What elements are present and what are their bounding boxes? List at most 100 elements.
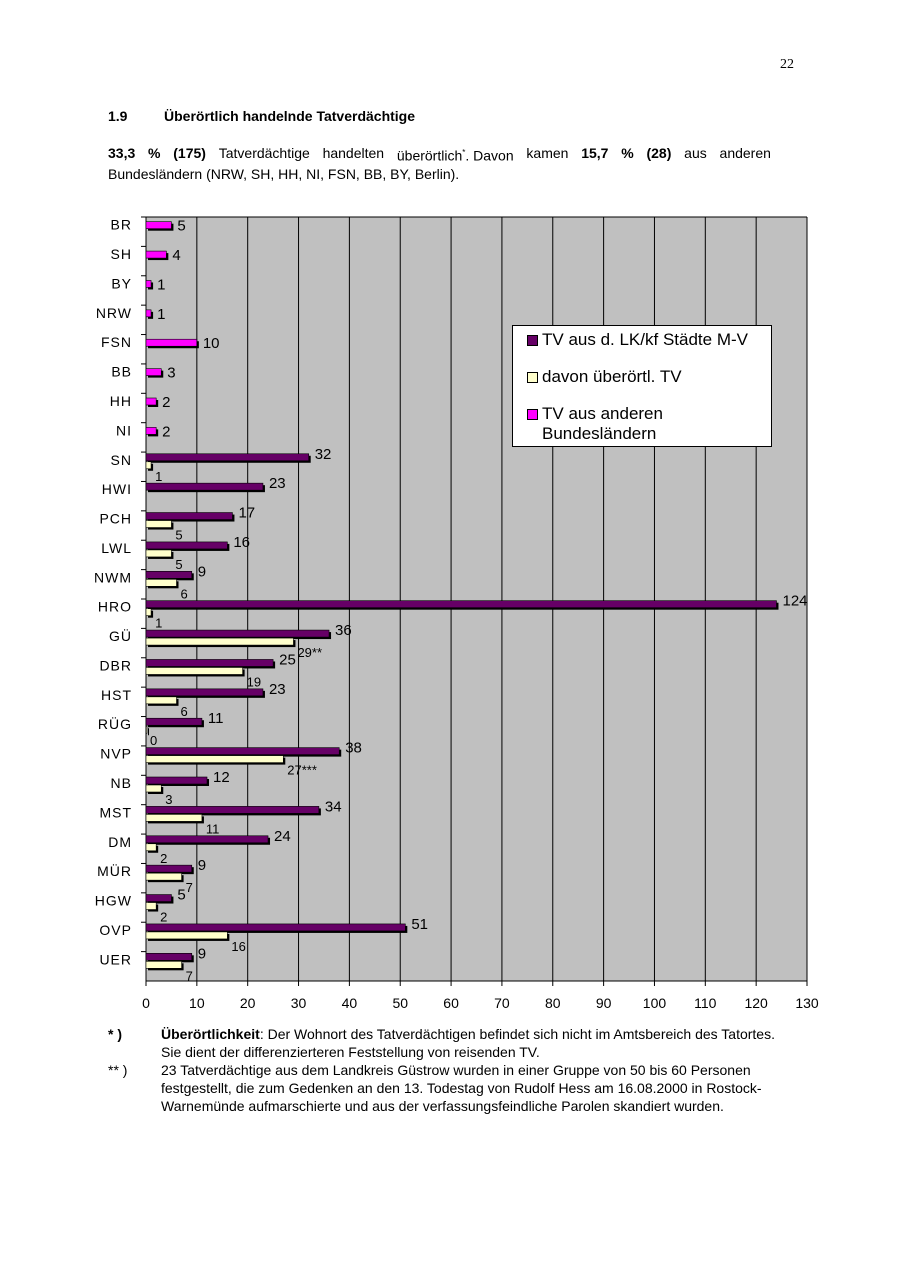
data-label-andere: 4 bbox=[172, 247, 180, 264]
x-tick-label: 110 bbox=[694, 995, 717, 1011]
legend-swatch-ueber bbox=[527, 372, 538, 383]
intro-count2: (28) bbox=[646, 145, 672, 161]
bar-ueber bbox=[145, 520, 172, 528]
footnote-2: ** ) 23 Tatverdächtige aus dem Landkreis… bbox=[108, 1061, 788, 1115]
category-label: OVP bbox=[99, 922, 132, 938]
x-tick-label: 50 bbox=[392, 995, 408, 1011]
data-label-ueber: 0 bbox=[150, 733, 157, 748]
intro-pct-sign1: % bbox=[148, 145, 161, 161]
data-label-lk: 17 bbox=[238, 505, 255, 522]
x-tick-label: 130 bbox=[795, 995, 819, 1011]
intro-word: aus bbox=[684, 145, 707, 161]
category-label: NWM bbox=[94, 569, 132, 585]
category-label: SH bbox=[111, 246, 132, 262]
intro-pct2: 15,7 bbox=[581, 145, 609, 161]
data-label-lk: 36 bbox=[335, 622, 352, 639]
category-label: UER bbox=[99, 951, 132, 967]
section-title: Überörtlich handelnde Tatverdächtige bbox=[164, 108, 416, 124]
category-label: HH bbox=[110, 393, 132, 409]
bar-lk bbox=[145, 482, 264, 491]
footnote-bold: Überörtlichkeit bbox=[161, 1026, 260, 1042]
intro-word: anderen bbox=[719, 145, 771, 161]
footnote-mark: ** ) bbox=[108, 1062, 128, 1078]
x-tick-label: 30 bbox=[291, 995, 307, 1011]
data-label-ueber: 7 bbox=[186, 968, 193, 983]
data-label-ueber: 6 bbox=[181, 704, 188, 719]
category-label: BB bbox=[111, 364, 132, 380]
legend-item-ueber: davon überörtl. TV bbox=[527, 367, 682, 387]
data-label-andere: 3 bbox=[167, 365, 175, 382]
bar-ueber bbox=[145, 902, 157, 910]
data-label-lk: 124 bbox=[782, 593, 807, 610]
data-label-ueber: 29** bbox=[297, 645, 322, 660]
category-label: BR bbox=[111, 217, 132, 233]
data-label-ueber: 7 bbox=[186, 880, 193, 895]
data-label-lk: 34 bbox=[325, 798, 342, 815]
intro-word: . Davon bbox=[465, 147, 514, 164]
category-label: LWL bbox=[101, 540, 132, 556]
data-label-lk: 23 bbox=[269, 475, 286, 492]
intro-word: kamen bbox=[526, 145, 569, 161]
bar-ueber bbox=[145, 814, 203, 822]
category-label: MÜR bbox=[97, 862, 132, 879]
bar-andere bbox=[145, 309, 152, 318]
bar-ueber bbox=[145, 784, 162, 793]
intro-count1: (175) bbox=[173, 145, 206, 161]
data-label-lk: 38 bbox=[345, 740, 362, 757]
category-label: HRO bbox=[98, 599, 132, 615]
intro-pct-sign2: % bbox=[621, 145, 634, 161]
bar-ueber bbox=[145, 461, 152, 470]
intro-pct1: 33,3 bbox=[108, 145, 136, 161]
bar-lk bbox=[145, 894, 172, 902]
category-label: RÜG bbox=[98, 715, 132, 732]
legend-item-lk: TV aus d. LK/kf Städte M-V bbox=[527, 330, 748, 350]
legend-item-andere: TV aus anderen Bundesländern bbox=[527, 404, 663, 444]
footnote-star: * bbox=[462, 148, 466, 157]
data-label-ueber: 1 bbox=[155, 469, 162, 484]
x-tick-label: 120 bbox=[744, 995, 768, 1011]
bar-andere bbox=[145, 221, 172, 229]
category-label: FSN bbox=[101, 334, 132, 350]
category-label: HST bbox=[101, 687, 132, 703]
data-label-lk: 24 bbox=[274, 828, 291, 845]
category-label: HWI bbox=[102, 481, 132, 497]
category-label: GÜ bbox=[109, 627, 132, 644]
bar-ueber bbox=[145, 608, 152, 616]
data-label-ueber: 2 bbox=[160, 851, 167, 866]
data-label-lk: 16 bbox=[233, 534, 250, 551]
data-label-ueber: 3 bbox=[165, 792, 172, 807]
x-tick-label: 60 bbox=[443, 995, 459, 1011]
footnote-text: 23 Tatverdächtige aus dem Landkreis Güst… bbox=[161, 1062, 762, 1114]
x-tick-label: 20 bbox=[240, 995, 256, 1011]
data-label-lk: 5 bbox=[177, 887, 185, 904]
intro-word: überörtlich bbox=[396, 147, 463, 164]
intro-line2: Bundesländern (NRW, SH, HH, NI, FSN, BB,… bbox=[108, 165, 460, 182]
category-label: NVP bbox=[100, 746, 132, 762]
x-tick-label: 90 bbox=[596, 995, 612, 1011]
footnotes: * ) Überörtlichkeit: Der Wohnort des Tat… bbox=[108, 1025, 788, 1115]
chart-legend: TV aus d. LK/kf Städte M-V davon überört… bbox=[512, 325, 772, 447]
data-label-ueber: 1 bbox=[155, 616, 162, 631]
bar-lk bbox=[145, 864, 193, 873]
bar-lk bbox=[145, 600, 777, 608]
footnote-mark: * ) bbox=[108, 1026, 122, 1042]
category-label: BY bbox=[111, 275, 132, 291]
bar-ueber bbox=[145, 931, 228, 940]
x-tick-label: 100 bbox=[643, 995, 667, 1011]
data-label-ueber: 5 bbox=[175, 528, 182, 543]
data-label-andere: 2 bbox=[162, 394, 170, 411]
data-label-lk: 32 bbox=[315, 446, 332, 463]
data-label-lk: 11 bbox=[208, 710, 224, 727]
bar-lk bbox=[145, 747, 340, 755]
data-label-ueber: 27*** bbox=[287, 763, 317, 778]
data-label-andere: 5 bbox=[177, 218, 185, 235]
data-label-lk: 9 bbox=[198, 563, 206, 580]
bar-lk bbox=[145, 571, 193, 579]
bar-lk bbox=[145, 953, 193, 961]
page-number: 22 bbox=[780, 57, 794, 72]
footnote-1: * ) Überörtlichkeit: Der Wohnort des Tat… bbox=[108, 1025, 788, 1061]
legend-label-lk: TV aus d. LK/kf Städte M-V bbox=[542, 330, 748, 349]
bar-andere bbox=[145, 368, 162, 376]
x-tick-label: 80 bbox=[545, 995, 561, 1011]
category-label: NI bbox=[116, 422, 132, 438]
